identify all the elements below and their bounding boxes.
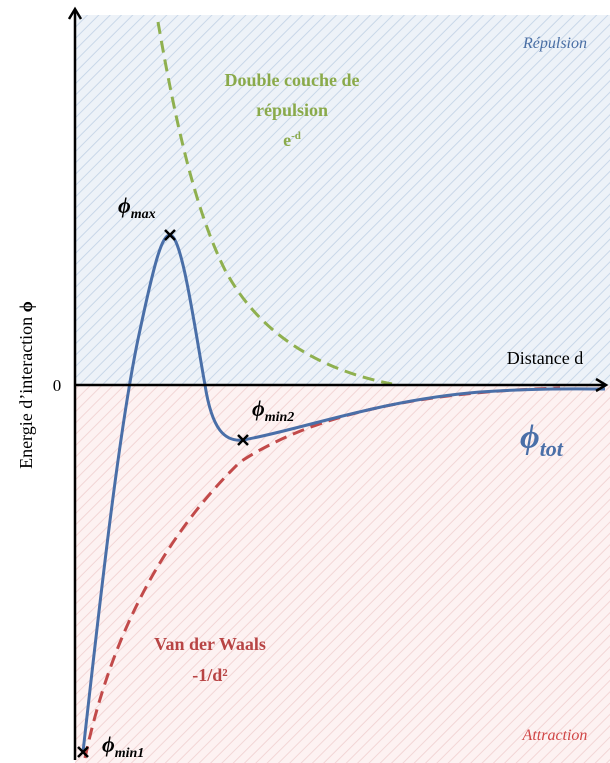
phi-sub: tot xyxy=(540,436,564,461)
attraction-zone xyxy=(75,385,610,763)
vdw-line1: Van der Waals xyxy=(154,634,266,654)
phi-min1-label: ϕmin1 xyxy=(102,732,144,761)
repulsion-label: Répulsion xyxy=(522,35,587,52)
phi-symbol: ϕ xyxy=(118,193,131,218)
phi-symbol: ϕ xyxy=(252,396,265,421)
phi-max-label: ϕmax xyxy=(118,193,156,222)
cross-min1 xyxy=(77,746,89,758)
phi-tot-label: ϕtot xyxy=(520,419,564,461)
double-layer-formula: e-d xyxy=(283,130,301,150)
zero-label: 0 xyxy=(53,376,62,395)
phi-sub: min1 xyxy=(115,746,145,761)
markers xyxy=(77,229,249,758)
cross-min2 xyxy=(237,434,249,446)
vdw-label: Van der Waals -1/d² xyxy=(154,634,266,685)
phi-sub: min2 xyxy=(265,410,295,425)
phi-sub: max xyxy=(131,207,156,222)
double-layer-line2: répulsion xyxy=(256,100,328,120)
y-arrow xyxy=(67,6,83,20)
y-axis-text: Energie d’interaction xyxy=(16,317,36,469)
total-curve xyxy=(81,233,606,753)
double-layer-curve xyxy=(156,21,393,386)
phi-min2-label: ϕmin2 xyxy=(252,396,294,425)
phi-symbol: ϕ xyxy=(102,732,115,757)
double-layer-label: Double couche de répulsion e-d xyxy=(225,70,360,150)
phi-symbol: ϕ xyxy=(520,419,540,456)
repulsion-zone xyxy=(75,15,610,385)
y-axis-symbol: ϕ xyxy=(16,301,36,312)
formula-base: e xyxy=(283,130,291,150)
double-layer-line1: Double couche de xyxy=(225,70,360,90)
attraction-label: Attraction xyxy=(522,727,588,744)
vdw-line2: -1/d² xyxy=(192,665,227,685)
formula-sup: -d xyxy=(291,130,301,142)
cross-max xyxy=(164,229,176,241)
x-axis-label: Distance d xyxy=(507,348,583,368)
y-axis-label: Energie d’interaction ϕ xyxy=(16,301,36,469)
x-arrow xyxy=(595,377,609,393)
